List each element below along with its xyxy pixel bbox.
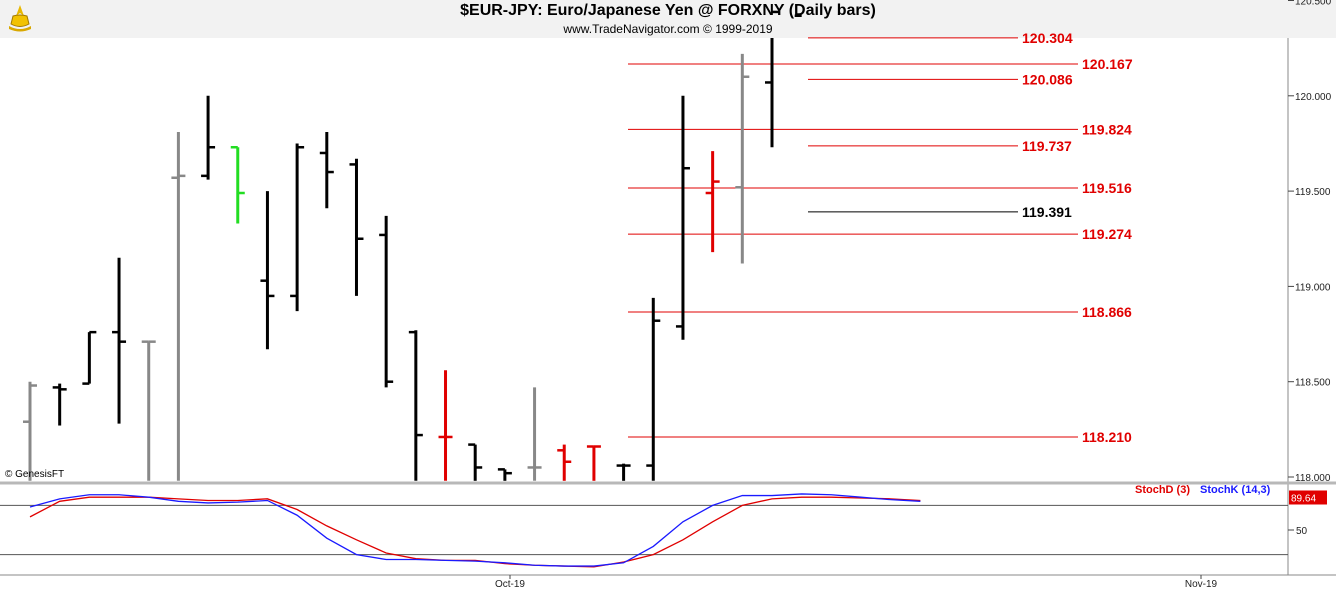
stochd-line	[29, 496, 921, 568]
ohlc-bar	[141, 340, 156, 481]
price-axis: 122.500122.000121.500121.000120.500120.0…	[1288, 0, 1332, 484]
ohlc-bar	[616, 463, 631, 481]
stoch-value-label: 89.64	[1291, 493, 1316, 504]
support-resistance-levels: 122.510122.228122.228122.020121.717121.4…	[628, 30, 1133, 445]
ohlc-bar	[527, 387, 542, 481]
ohlc-bar	[23, 381, 37, 481]
x-tick-label: Oct-19	[495, 579, 525, 590]
ohlc-bar	[765, 10, 779, 148]
level-label: 119.516	[1082, 180, 1132, 196]
ohlc-bar	[290, 143, 305, 312]
stochastic-pane: 50 89.64	[0, 490, 1327, 568]
genesis-logo-icon	[4, 2, 36, 34]
level-label: 120.086	[1022, 71, 1073, 87]
chart-subtitle: www.TradeNavigator.com © 1999-2019	[563, 22, 773, 36]
level-label: 119.824	[1082, 121, 1132, 137]
ohlc-bar	[230, 146, 245, 224]
level-label: 119.737	[1022, 138, 1072, 154]
ohlc-bar	[82, 330, 97, 385]
chart-header: $EUR-JPY: Euro/Japanese Yen @ FORXNY (Da…	[0, 0, 1336, 38]
ohlc-bar	[379, 215, 394, 388]
level-label: 118.866	[1082, 304, 1132, 320]
ohlc-bar	[260, 191, 275, 350]
legend-stochk: StochK (14,3)	[1200, 484, 1271, 496]
ohlc-bar	[319, 132, 334, 209]
y-tick-label: 120.000	[1295, 92, 1332, 103]
level-label: 120.167	[1082, 56, 1133, 72]
ohlc-bar	[52, 383, 67, 426]
level-label: 120.304	[1022, 30, 1073, 46]
ohlc-bar	[497, 468, 512, 481]
ohlc-bar	[913, 0, 927, 38]
ohlc-bar	[557, 444, 572, 481]
ohlc-bar	[646, 297, 661, 481]
y-tick-label: 118.500	[1295, 378, 1331, 389]
ohlc-bar	[586, 445, 601, 481]
ohlc-bars	[23, 0, 927, 481]
ohlc-bar	[112, 257, 127, 424]
x-tick-label: Nov-19	[1185, 579, 1218, 590]
ohlc-bar	[201, 95, 216, 180]
ohlc-bar	[675, 95, 690, 340]
ohlc-bar	[854, 0, 868, 38]
y-tick-label: 119.500	[1295, 187, 1331, 198]
ohlc-bar	[794, 14, 802, 17]
ohlc-bar	[438, 370, 453, 481]
level-label: 119.274	[1082, 226, 1132, 242]
ohlc-bar	[468, 443, 483, 481]
legend-stochd: StochD (3)	[1135, 484, 1190, 496]
ohlc-bar	[735, 53, 750, 264]
stoch-value-badge	[1289, 490, 1327, 505]
ohlc-bar	[171, 132, 186, 481]
y-tick-label: 118.000	[1295, 473, 1331, 484]
genesis-watermark: © GenesisFT	[5, 469, 65, 480]
y-tick-label: 119.000	[1295, 282, 1331, 293]
y-tick-label: 120.500	[1295, 0, 1332, 8]
date-axis: Oct-19 Nov-19	[495, 575, 1218, 590]
ohlc-bar	[408, 330, 423, 481]
stoch-tick-label: 50	[1296, 526, 1308, 537]
ohlc-bar	[884, 0, 898, 38]
stochk-line	[29, 493, 921, 567]
ohlc-bar	[824, 0, 838, 38]
level-label: 119.391	[1022, 204, 1072, 220]
level-label: 118.210	[1082, 429, 1132, 445]
chart-title: $EUR-JPY: Euro/Japanese Yen @ FORXNY (Da…	[460, 2, 876, 19]
ohlc-bar	[705, 151, 720, 253]
ohlc-bar	[349, 158, 364, 296]
